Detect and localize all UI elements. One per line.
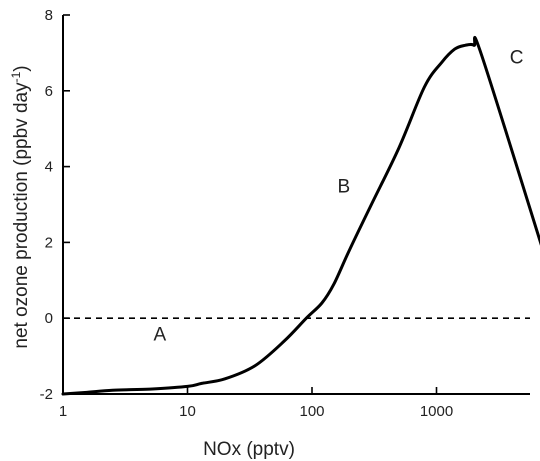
curve-layer: [61, 36, 540, 396]
y-tick-label: 6: [45, 83, 53, 100]
y-tick-label: -2: [40, 386, 53, 403]
x-tick-label: 1000: [420, 403, 453, 420]
y-axis-title: net ozone production (ppbv day-1): [9, 65, 32, 348]
y-axis-title-close: ): [11, 65, 32, 71]
y-tick-label: 2: [45, 234, 53, 251]
axes-layer: [62, 15, 530, 395]
ozone-production-curve: [61, 36, 540, 396]
x-tick-label: 1: [59, 403, 67, 420]
y-axis-title-main: net ozone production (ppbv day: [11, 82, 32, 349]
ticks-layer: -2 0 2 4 6 8 1 10 100 1000: [40, 7, 454, 420]
annotations-layer: A B C: [154, 48, 524, 346]
y-tick-label: 8: [45, 7, 53, 24]
region-label-c: C: [510, 48, 524, 69]
y-axis-title-superscript: -1: [9, 71, 23, 82]
x-tick-label: 100: [299, 403, 324, 420]
x-tick-label: 10: [179, 403, 196, 420]
x-axis-title: NOx (pptv): [203, 439, 295, 460]
region-label-a: A: [154, 324, 167, 345]
region-label-b: B: [337, 177, 350, 198]
y-tick-label: 4: [45, 159, 53, 176]
y-tick-label: 0: [45, 310, 53, 327]
